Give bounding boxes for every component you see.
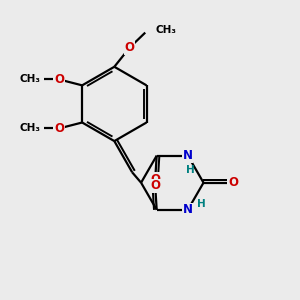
Text: N: N [183, 149, 193, 162]
Text: CH₃: CH₃ [20, 124, 40, 134]
Text: H: H [197, 200, 206, 209]
Text: CH₃: CH₃ [155, 25, 176, 34]
Text: O: O [54, 73, 64, 86]
Text: O: O [54, 122, 64, 135]
Text: O: O [150, 173, 160, 186]
Text: O: O [125, 41, 135, 54]
Text: CH₃: CH₃ [20, 74, 40, 84]
Text: H: H [187, 165, 195, 175]
Text: O: O [228, 176, 238, 189]
Text: N: N [183, 203, 193, 216]
Text: O: O [150, 179, 160, 193]
